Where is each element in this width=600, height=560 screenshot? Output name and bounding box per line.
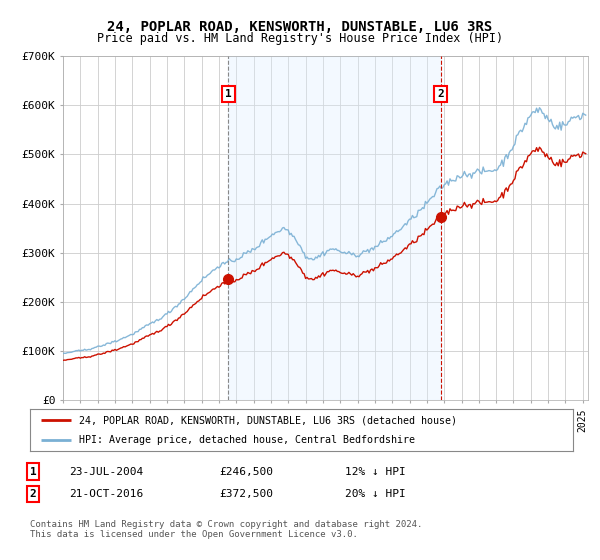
Text: Price paid vs. HM Land Registry's House Price Index (HPI): Price paid vs. HM Land Registry's House …: [97, 32, 503, 45]
Text: 2: 2: [437, 89, 444, 99]
Text: 21-OCT-2016: 21-OCT-2016: [69, 489, 143, 499]
Text: 20% ↓ HPI: 20% ↓ HPI: [345, 489, 406, 499]
Text: 2: 2: [29, 489, 37, 499]
Text: 24, POPLAR ROAD, KENSWORTH, DUNSTABLE, LU6 3RS (detached house): 24, POPLAR ROAD, KENSWORTH, DUNSTABLE, L…: [79, 415, 457, 425]
Text: 1: 1: [29, 466, 37, 477]
Text: HPI: Average price, detached house, Central Bedfordshire: HPI: Average price, detached house, Cent…: [79, 435, 415, 445]
Text: 23-JUL-2004: 23-JUL-2004: [69, 466, 143, 477]
Text: £246,500: £246,500: [219, 466, 273, 477]
Text: 1: 1: [225, 89, 232, 99]
Text: 24, POPLAR ROAD, KENSWORTH, DUNSTABLE, LU6 3RS: 24, POPLAR ROAD, KENSWORTH, DUNSTABLE, L…: [107, 20, 493, 34]
Text: £372,500: £372,500: [219, 489, 273, 499]
Text: Contains HM Land Registry data © Crown copyright and database right 2024.
This d: Contains HM Land Registry data © Crown c…: [30, 520, 422, 539]
Bar: [229, 56, 441, 400]
Text: 12% ↓ HPI: 12% ↓ HPI: [345, 466, 406, 477]
